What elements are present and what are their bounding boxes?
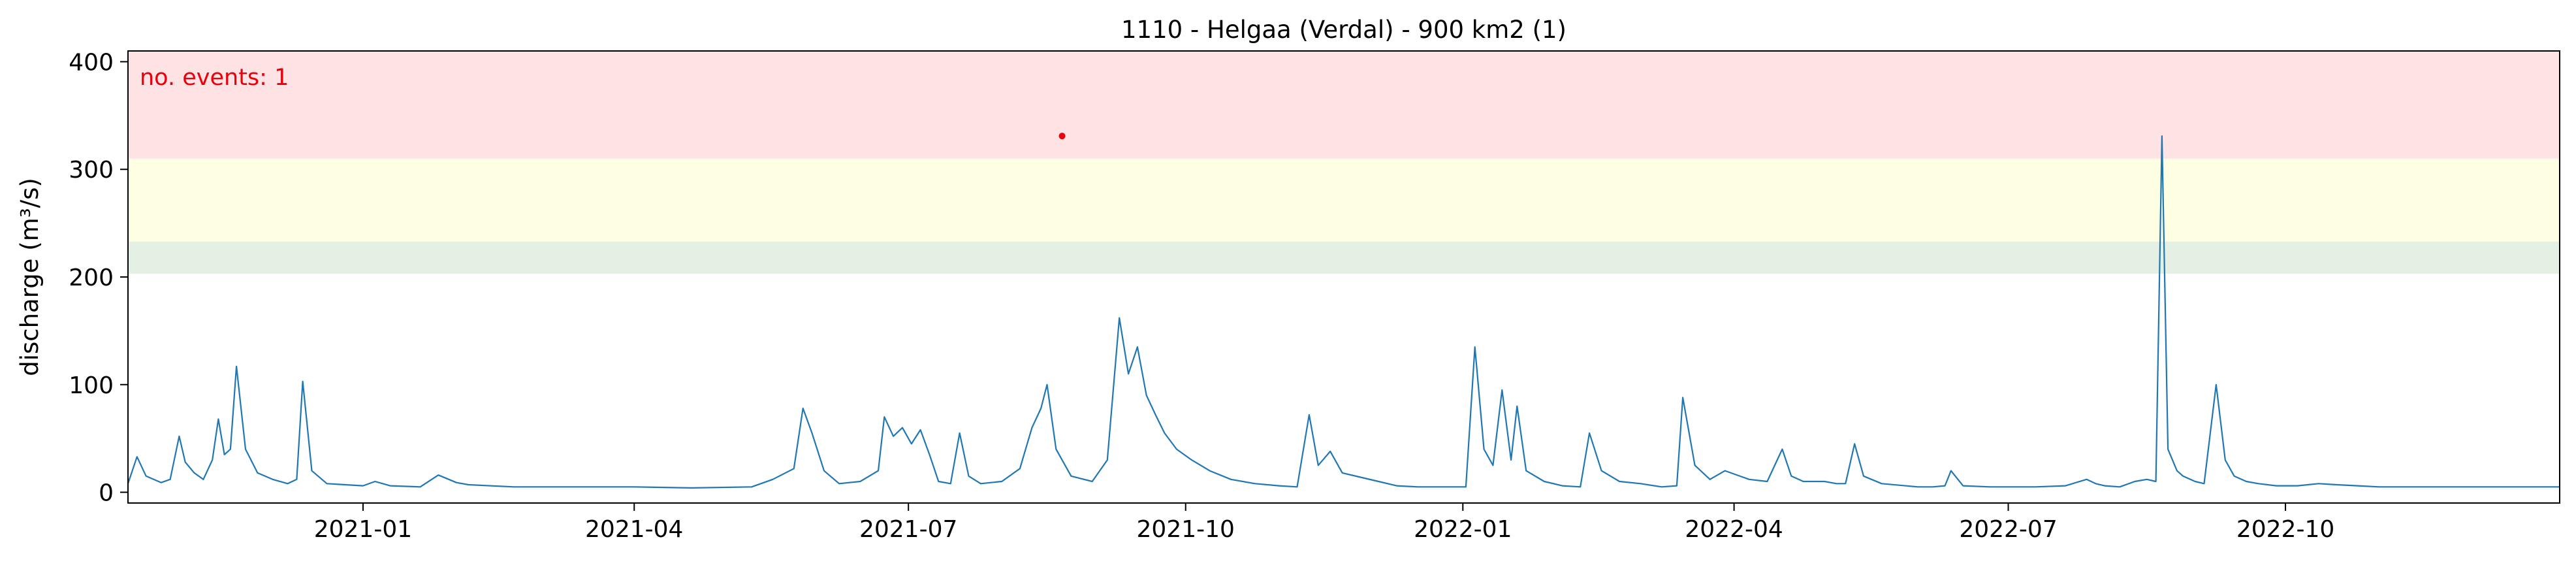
y-axis-title: discharge (m³/s) xyxy=(16,178,44,376)
x-tick-label: 2021-01 xyxy=(314,516,412,543)
y-tick-label: 300 xyxy=(69,157,114,184)
y-tick-label: 200 xyxy=(69,265,114,291)
x-axis: 2021-01 2021-04 2021-07 2021-10 2022-01 2022-… xyxy=(314,503,2334,543)
chart-title: 1110 - Helgaa (Verdal) - 900 km2 (1) xyxy=(1121,16,1566,44)
threshold-band-2 xyxy=(128,51,2560,159)
x-tick-label: 2022-07 xyxy=(1959,516,2057,543)
discharge-series xyxy=(127,135,2560,489)
event-count-annotation: no. events: 1 xyxy=(140,65,289,91)
threshold-band-1 xyxy=(128,158,2560,242)
x-tick-label: 2022-01 xyxy=(1414,516,1512,543)
y-tick-label: 0 xyxy=(99,480,114,507)
y-tick-label: 100 xyxy=(69,372,114,399)
x-tick-label: 2022-04 xyxy=(1685,516,1783,543)
y-axis: 0 100 200 300 400 xyxy=(69,49,128,507)
x-tick-label: 2021-07 xyxy=(859,516,957,543)
event-marker xyxy=(1058,133,1066,140)
y-tick-label: 400 xyxy=(69,49,114,76)
event-markers xyxy=(1058,133,1066,140)
series-line-0 xyxy=(127,135,2560,489)
x-tick-label: 2021-04 xyxy=(585,516,683,543)
threshold-bands xyxy=(128,51,2560,274)
x-tick-label: 2021-10 xyxy=(1137,516,1235,543)
x-tick-label: 2022-10 xyxy=(2236,516,2334,543)
threshold-band-0 xyxy=(128,241,2560,274)
